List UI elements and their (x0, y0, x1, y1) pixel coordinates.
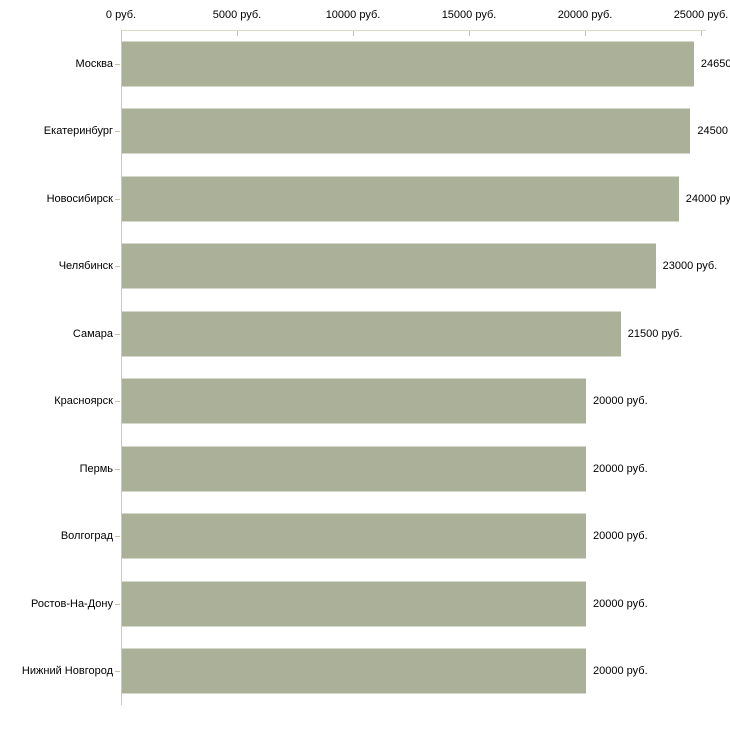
x-tick-icon (237, 31, 238, 36)
category-label: Волгоград (60, 530, 113, 543)
x-tick-icon (701, 31, 702, 36)
y-tick-icon (115, 536, 120, 538)
x-tick-label: 25000 руб. (673, 9, 729, 21)
value-label: 23000 руб. (662, 260, 718, 273)
x-axis-line (121, 30, 706, 31)
bar (122, 446, 586, 492)
y-axis-line (121, 30, 122, 705)
bar (122, 311, 621, 357)
x-tick-icon (353, 31, 354, 36)
bar (122, 378, 586, 424)
bar-row: Челябинск 23000 руб. (0, 233, 730, 301)
bar-row: Москва 24650 руб. (0, 30, 730, 98)
y-tick-icon (115, 266, 120, 268)
bar (122, 243, 656, 289)
bar-row: Волгоград 20000 руб. (0, 503, 730, 571)
value-label: 20000 руб. (593, 462, 648, 475)
bar-row: Новосибирск 24000 руб. (0, 165, 730, 233)
y-tick-icon (115, 401, 120, 403)
y-tick-icon (115, 198, 120, 200)
y-tick-icon (115, 468, 120, 470)
bar-row: Самара 21500 руб. (0, 300, 730, 368)
x-tick-label: 15000 руб. (441, 9, 497, 21)
category-label: Пермь (79, 462, 113, 475)
bar (122, 41, 694, 87)
x-tick-label: 20000 руб. (557, 9, 613, 21)
bar-row: Екатеринбург 24500 руб. (0, 98, 730, 166)
x-tick-icon (585, 31, 586, 36)
category-label: Новосибирск (46, 192, 113, 205)
bar (122, 581, 586, 627)
y-tick-icon (115, 603, 120, 605)
category-label: Екатеринбург (43, 125, 113, 138)
y-tick-icon (115, 63, 120, 65)
x-tick-icon (469, 31, 470, 36)
bar-row: Ростов-На-Дону 20000 руб. (0, 570, 730, 638)
category-label: Самара (72, 327, 113, 340)
category-label: Челябинск (58, 260, 113, 273)
x-tick-label: 0 руб. (105, 9, 137, 21)
bar (122, 176, 679, 222)
value-label: 20000 руб. (593, 530, 648, 543)
bar (122, 513, 586, 559)
value-label: 24650 руб. (700, 57, 730, 70)
value-label: 20000 руб. (593, 597, 648, 610)
category-label: Красноярск (54, 395, 113, 408)
y-tick-icon (115, 131, 120, 133)
category-label: Ростов-На-Дону (30, 597, 113, 610)
bar-row: Нижний Новгород 20000 руб. (0, 638, 730, 706)
bar-row: Пермь 20000 руб. (0, 435, 730, 503)
x-tick-icon (121, 31, 122, 36)
x-tick-label: 5000 руб. (212, 9, 262, 21)
x-tick-label: 10000 руб. (325, 9, 381, 21)
category-label: Нижний Новгород (21, 665, 113, 678)
value-label: 21500 руб. (627, 327, 683, 340)
y-tick-icon (115, 333, 120, 335)
value-label: 20000 руб. (593, 665, 648, 678)
y-tick-icon (115, 671, 120, 673)
value-label: 24000 руб. (685, 192, 730, 205)
bar (122, 648, 586, 694)
bar-row: Красноярск 20000 руб. (0, 368, 730, 436)
value-label: 24500 руб. (697, 125, 730, 138)
category-label: Москва (75, 57, 113, 70)
value-label: 20000 руб. (593, 395, 648, 408)
bar (122, 108, 691, 154)
